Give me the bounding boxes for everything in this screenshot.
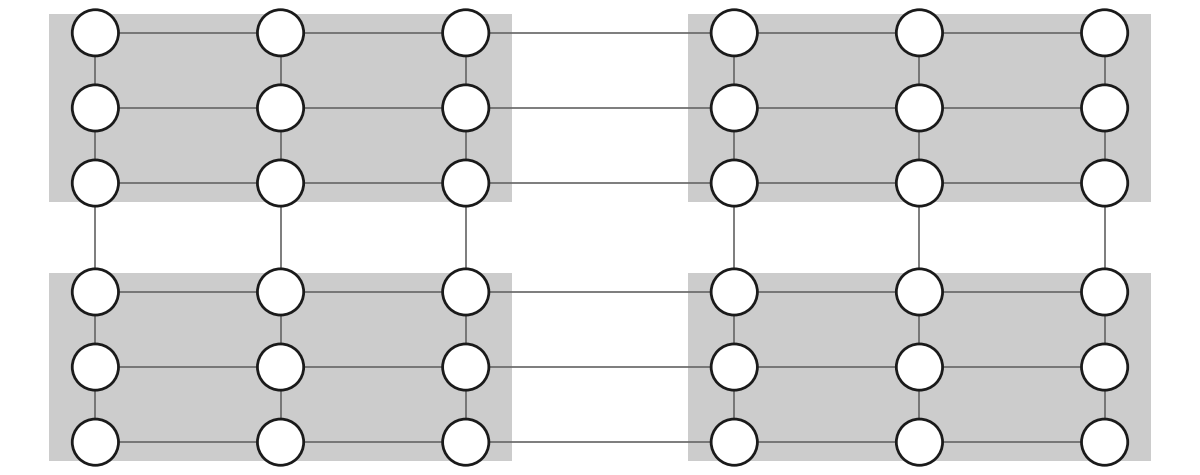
Ellipse shape [712, 419, 757, 466]
Ellipse shape [443, 419, 488, 466]
Ellipse shape [712, 269, 757, 315]
Ellipse shape [258, 344, 304, 390]
Bar [688, 14, 1151, 202]
Ellipse shape [258, 10, 304, 56]
Ellipse shape [443, 10, 488, 56]
Ellipse shape [72, 419, 119, 466]
Ellipse shape [72, 10, 119, 56]
Ellipse shape [443, 269, 488, 315]
Ellipse shape [712, 10, 757, 56]
Ellipse shape [258, 419, 304, 466]
Ellipse shape [712, 344, 757, 390]
Ellipse shape [712, 85, 757, 131]
Ellipse shape [712, 160, 757, 206]
Ellipse shape [258, 160, 304, 206]
Bar [49, 14, 512, 202]
Ellipse shape [258, 269, 304, 315]
Ellipse shape [258, 85, 304, 131]
Ellipse shape [443, 85, 488, 131]
Ellipse shape [443, 344, 488, 390]
Ellipse shape [1081, 419, 1128, 466]
Ellipse shape [896, 269, 942, 315]
Bar [688, 273, 1151, 461]
Ellipse shape [896, 10, 942, 56]
Bar [49, 273, 512, 461]
Ellipse shape [72, 160, 119, 206]
Ellipse shape [896, 344, 942, 390]
Ellipse shape [896, 160, 942, 206]
Ellipse shape [72, 344, 119, 390]
Ellipse shape [443, 160, 488, 206]
Ellipse shape [72, 85, 119, 131]
Ellipse shape [896, 419, 942, 466]
Ellipse shape [1081, 344, 1128, 390]
Ellipse shape [1081, 10, 1128, 56]
Ellipse shape [72, 269, 119, 315]
Ellipse shape [1081, 160, 1128, 206]
Ellipse shape [1081, 269, 1128, 315]
Ellipse shape [1081, 85, 1128, 131]
Ellipse shape [896, 85, 942, 131]
